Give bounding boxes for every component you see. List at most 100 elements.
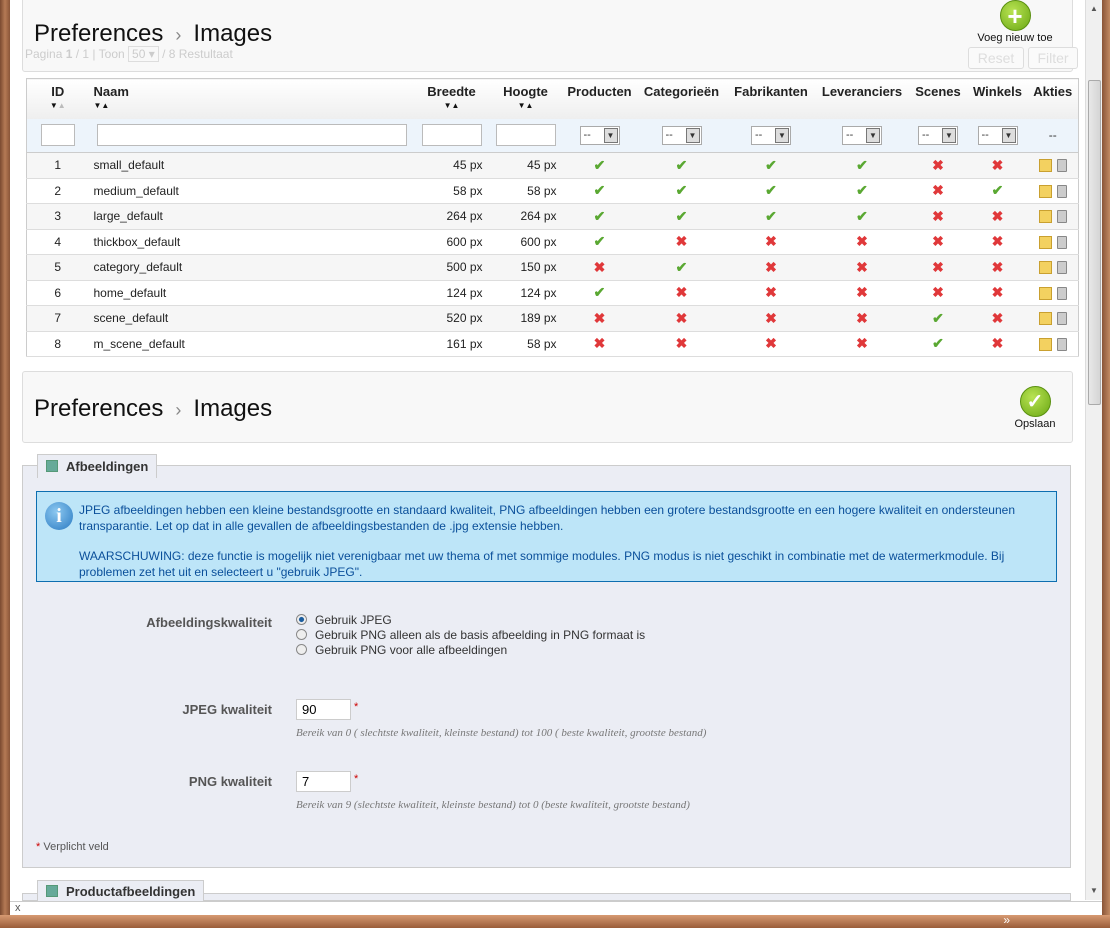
sort-arrows-icon[interactable]: ▼▲: [93, 101, 110, 110]
edit-icon[interactable]: [1038, 210, 1052, 224]
filter-button[interactable]: Filter: [1028, 47, 1078, 69]
cross-icon[interactable]: ✖: [932, 258, 944, 275]
check-icon[interactable]: ✔: [856, 207, 868, 224]
check-icon[interactable]: ✔: [593, 233, 606, 250]
cross-icon[interactable]: ✖: [991, 207, 1004, 224]
filter-fabrikanten-select[interactable]: -- ▼: [751, 125, 791, 145]
breadcrumb-preferences[interactable]: Preferences: [34, 20, 164, 47]
cross-icon[interactable]: ✖: [765, 335, 777, 352]
save-button[interactable]: ✓ Opslaan: [986, 386, 1084, 431]
edit-icon[interactable]: [1038, 184, 1052, 198]
cross-icon[interactable]: ✖: [856, 284, 868, 301]
check-icon[interactable]: ✔: [765, 182, 777, 199]
check-icon[interactable]: ✔: [932, 309, 944, 326]
cross-icon[interactable]: ✖: [991, 233, 1004, 250]
edit-icon[interactable]: [1038, 286, 1052, 300]
cross-icon[interactable]: ✖: [765, 284, 777, 301]
cross-icon[interactable]: ✖: [932, 207, 944, 224]
table-row[interactable]: 1 small_default 45 px 45 px ✔ ✔ ✔ ✔ ✖ ✖: [26, 152, 1079, 179]
cross-icon[interactable]: ✖: [932, 182, 944, 199]
cross-icon[interactable]: ✖: [932, 156, 944, 173]
check-icon[interactable]: ✔: [765, 156, 777, 173]
more-icon[interactable]: »: [1003, 913, 1010, 927]
cross-icon[interactable]: ✖: [991, 309, 1004, 326]
cross-icon[interactable]: ✖: [675, 284, 688, 301]
filter-breedte-input[interactable]: [421, 124, 482, 147]
radio-unchecked-icon[interactable]: [296, 629, 307, 640]
cross-icon[interactable]: ✖: [932, 233, 944, 250]
radio-unchecked-icon[interactable]: [296, 644, 307, 655]
check-icon[interactable]: ✔: [593, 284, 606, 301]
cross-icon[interactable]: ✖: [675, 233, 688, 250]
cross-icon[interactable]: ✖: [991, 284, 1004, 301]
table-row[interactable]: 3 large_default 264 px 264 px ✔ ✔ ✔ ✔ ✖ ✖: [26, 203, 1079, 230]
cross-icon[interactable]: ✖: [675, 309, 688, 326]
filter-winkels-select[interactable]: -- ▼: [977, 125, 1018, 145]
cross-icon[interactable]: ✖: [765, 309, 777, 326]
edit-icon[interactable]: [1038, 312, 1052, 326]
trash-icon[interactable]: [1056, 210, 1067, 224]
cross-icon[interactable]: ✖: [593, 335, 606, 352]
check-icon[interactable]: ✔: [593, 207, 606, 224]
table-row[interactable]: 6 home_default 124 px 124 px ✔ ✖ ✖ ✖ ✖ ✖: [26, 280, 1079, 306]
table-row[interactable]: 4 thickbox_default 600 px 600 px ✔ ✖ ✖ ✖ ✖ ✖: [26, 229, 1079, 255]
cross-icon[interactable]: ✖: [856, 309, 868, 326]
vertical-scrollbar[interactable]: ▲ ▼: [1085, 0, 1102, 900]
check-icon[interactable]: ✔: [593, 182, 606, 199]
per-page-select[interactable]: 50 ▾: [128, 46, 159, 62]
check-icon[interactable]: ✔: [765, 207, 777, 224]
check-icon[interactable]: ✔: [991, 182, 1004, 199]
radio-png-all[interactable]: Gebruik PNG voor alle afbeeldingen: [296, 643, 507, 657]
sort-arrows-icon[interactable]: ▼▲: [517, 101, 534, 110]
cross-icon[interactable]: ✖: [991, 156, 1004, 173]
scroll-down-icon[interactable]: ▼: [1090, 886, 1098, 895]
radio-jpeg[interactable]: Gebruik JPEG: [296, 613, 392, 627]
filter-hoogte-input[interactable]: [495, 124, 556, 147]
check-icon[interactable]: ✔: [675, 182, 688, 199]
radio-checked-icon[interactable]: [296, 614, 307, 625]
cross-icon[interactable]: ✖: [991, 258, 1004, 275]
cross-icon[interactable]: ✖: [593, 309, 606, 326]
check-icon[interactable]: ✔: [932, 335, 944, 352]
sort-arrows-icon[interactable]: ▼▲: [443, 101, 460, 110]
scroll-up-icon[interactable]: ▲: [1090, 4, 1098, 13]
scrollbar-thumb[interactable]: [1088, 80, 1101, 405]
trash-icon[interactable]: [1056, 184, 1067, 198]
radio-png-if-png[interactable]: Gebruik PNG alleen als de basis afbeeldi…: [296, 628, 645, 642]
filter-leveranciers-select[interactable]: -- ▼: [842, 125, 882, 145]
trash-icon[interactable]: [1056, 286, 1067, 300]
trash-icon[interactable]: [1056, 312, 1067, 326]
cross-icon[interactable]: ✖: [765, 258, 777, 275]
trash-icon[interactable]: [1056, 159, 1067, 173]
cross-icon[interactable]: ✖: [593, 258, 606, 275]
check-icon[interactable]: ✔: [856, 182, 868, 199]
reset-button[interactable]: Reset: [968, 47, 1024, 69]
edit-icon[interactable]: [1038, 337, 1052, 351]
cross-icon[interactable]: ✖: [856, 258, 868, 275]
trash-icon[interactable]: [1056, 261, 1067, 275]
edit-icon[interactable]: [1038, 235, 1052, 249]
check-icon[interactable]: ✔: [593, 156, 606, 173]
check-icon[interactable]: ✔: [856, 156, 868, 173]
check-icon[interactable]: ✔: [675, 258, 688, 275]
cross-icon[interactable]: ✖: [675, 335, 688, 352]
table-row[interactable]: 8 m_scene_default 161 px 58 px ✖ ✖ ✖ ✖ ✔ ✖: [26, 331, 1079, 357]
trash-icon[interactable]: [1056, 235, 1067, 249]
table-row[interactable]: 5 category_default 500 px 150 px ✖ ✔ ✖ ✖ ✖ ✖: [26, 254, 1079, 281]
add-new-button[interactable]: + Voeg nieuw toe: [966, 0, 1064, 45]
filter-id-input[interactable]: [40, 124, 75, 147]
edit-icon[interactable]: [1038, 159, 1052, 173]
png-quality-input[interactable]: 7: [296, 771, 351, 792]
cross-icon[interactable]: ✖: [991, 335, 1004, 352]
cross-icon[interactable]: ✖: [932, 284, 944, 301]
cross-icon[interactable]: ✖: [856, 233, 868, 250]
close-icon[interactable]: x: [15, 902, 21, 914]
trash-icon[interactable]: [1056, 337, 1067, 351]
sort-arrows-icon[interactable]: ▼▲: [49, 101, 66, 110]
table-row[interactable]: 2 medium_default 58 px 58 px ✔ ✔ ✔ ✔ ✖ ✔: [26, 178, 1079, 204]
filter-categorieen-select[interactable]: -- ▼: [661, 125, 702, 145]
check-icon[interactable]: ✔: [675, 156, 688, 173]
jpeg-quality-input[interactable]: 90: [296, 699, 351, 720]
table-row[interactable]: 7 scene_default 520 px 189 px ✖ ✖ ✖ ✖ ✔ ✖: [26, 305, 1079, 332]
filter-scenes-select[interactable]: -- ▼: [918, 125, 958, 145]
